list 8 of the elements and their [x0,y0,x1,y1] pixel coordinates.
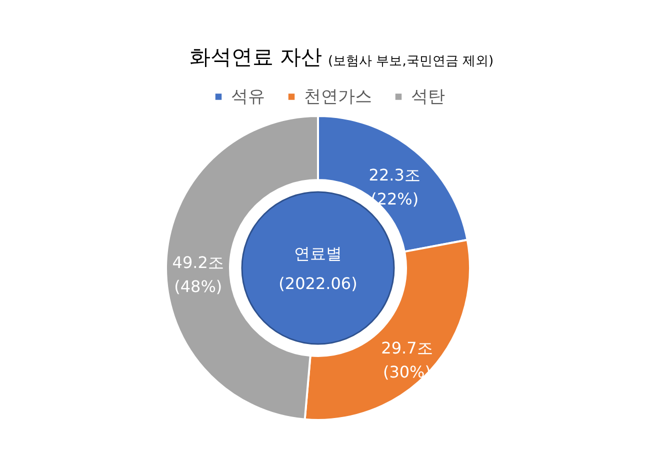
text: 연료별 [294,244,342,263]
text: (2022.06) [278,274,358,293]
legend-label: 석탄 [411,86,445,107]
chart-subtitle: (보험사 부보,국민연금 제외) [328,54,494,69]
data-label: 49.2조 (48%) [172,252,224,296]
legend-label: 석유 [231,86,265,107]
legend-label: 천연가스 [304,86,372,107]
chart-title: 화석연료 자산 [189,45,322,69]
